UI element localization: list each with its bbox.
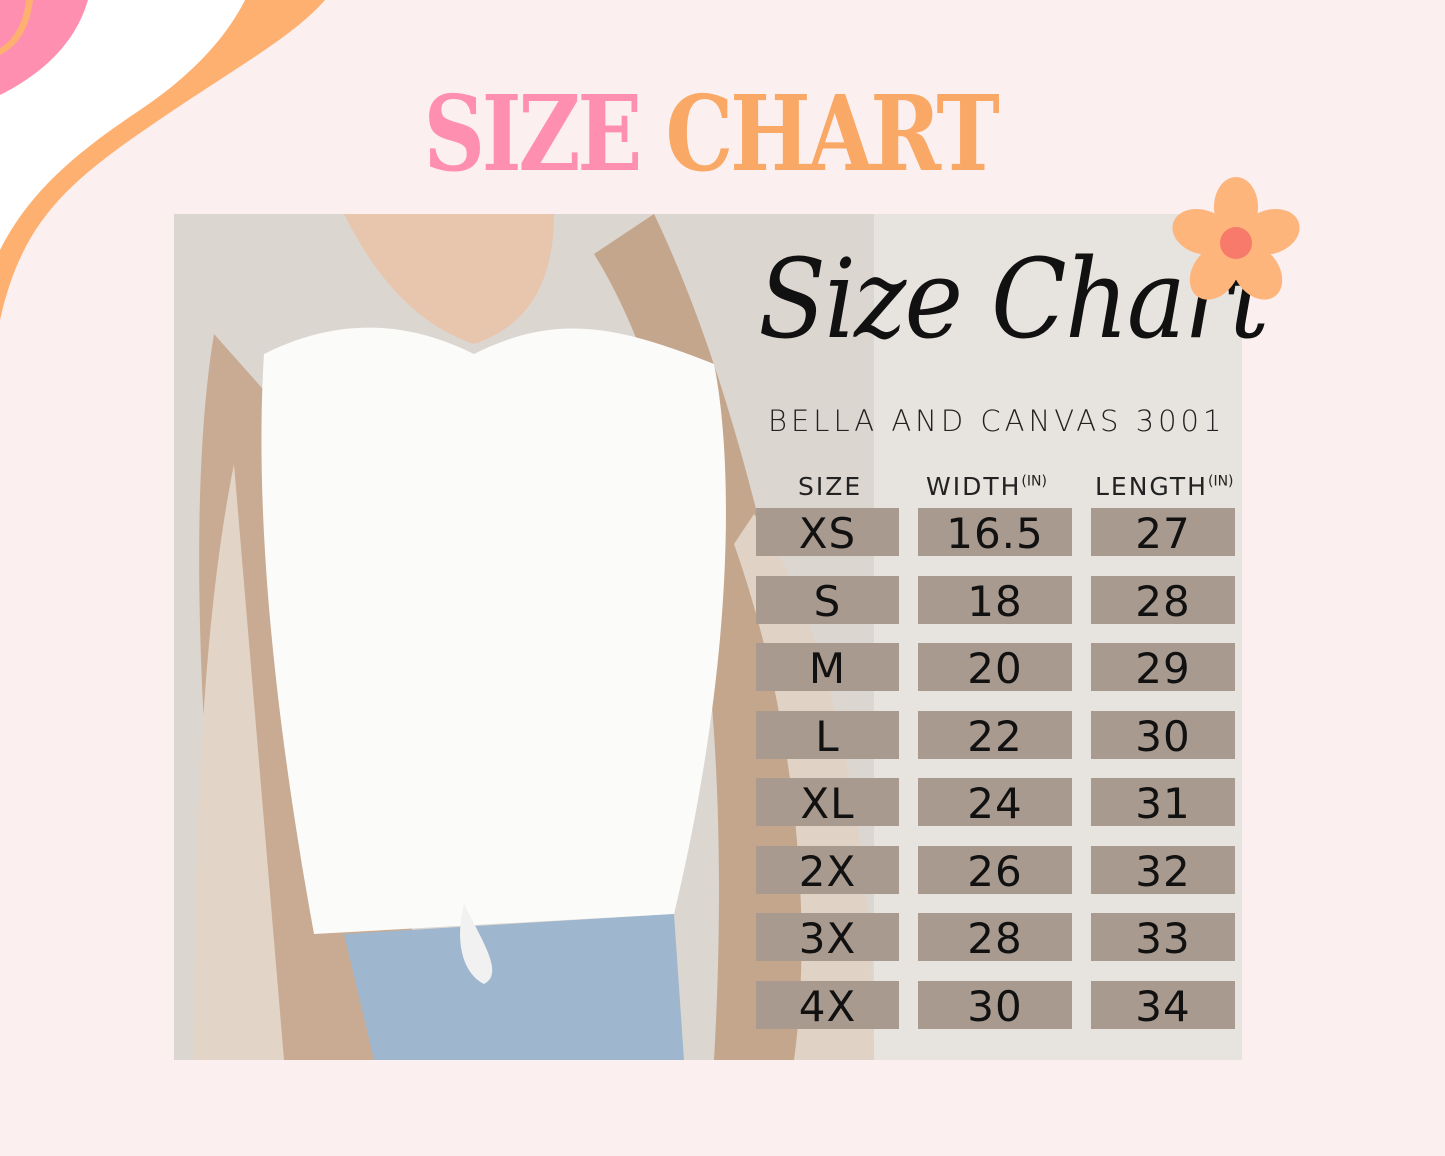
header-label: LENGTH bbox=[1095, 472, 1208, 501]
table-cell-width: 26 bbox=[918, 845, 1072, 896]
flower-icon bbox=[1172, 177, 1300, 300]
brand-subtitle: BELLA AND CANVAS 3001 bbox=[768, 404, 1226, 438]
table-cell-length: 34 bbox=[1091, 980, 1235, 1031]
table-cell-size: XS bbox=[756, 508, 899, 558]
table-cell-size: 4X bbox=[756, 980, 899, 1031]
table-cell-size: XL bbox=[756, 778, 899, 828]
column-header-width: WIDTH(IN) bbox=[926, 472, 1047, 501]
table-cell-length: 33 bbox=[1091, 913, 1235, 963]
table-cell-size: 2X bbox=[756, 845, 899, 896]
table-cell-width: 30 bbox=[918, 980, 1072, 1031]
table-cell-length: 29 bbox=[1091, 643, 1235, 693]
header-unit: (IN) bbox=[1021, 473, 1047, 490]
header-label: WIDTH bbox=[926, 472, 1022, 501]
table-cell-length: 28 bbox=[1091, 575, 1235, 626]
table-cell-size: 3X bbox=[756, 913, 899, 963]
table-cell-width: 28 bbox=[918, 913, 1072, 963]
table-cell-width: 18 bbox=[918, 575, 1072, 626]
table-cell-width: 20 bbox=[918, 643, 1072, 693]
title-word-chart: CHART bbox=[665, 72, 999, 195]
table-cell-width: 22 bbox=[918, 710, 1072, 761]
table-cell-size: M bbox=[756, 643, 899, 693]
table-cell-length: 30 bbox=[1091, 710, 1235, 761]
product-photo bbox=[174, 214, 1242, 1060]
table-cell-size: L bbox=[756, 710, 899, 761]
model-illustration bbox=[174, 214, 874, 1060]
table-cell-width: 16.5 bbox=[918, 508, 1072, 558]
table-cell-length: 32 bbox=[1091, 845, 1235, 896]
script-heading: Size Chart bbox=[758, 235, 1269, 363]
table-cell-size: S bbox=[756, 575, 899, 626]
header-unit: (IN) bbox=[1207, 473, 1234, 490]
title-word-size: SIZE bbox=[423, 72, 642, 195]
page-title: SIZE CHART bbox=[128, 72, 1292, 195]
decorative-swirl bbox=[0, 0, 325, 320]
column-header-size: SIZE bbox=[798, 472, 862, 501]
column-header-length: LENGTH(IN) bbox=[1095, 472, 1234, 501]
header-label: SIZE bbox=[798, 472, 863, 501]
table-cell-length: 31 bbox=[1091, 778, 1235, 828]
table-cell-width: 24 bbox=[918, 778, 1072, 828]
table-cell-length: 27 bbox=[1091, 508, 1235, 558]
